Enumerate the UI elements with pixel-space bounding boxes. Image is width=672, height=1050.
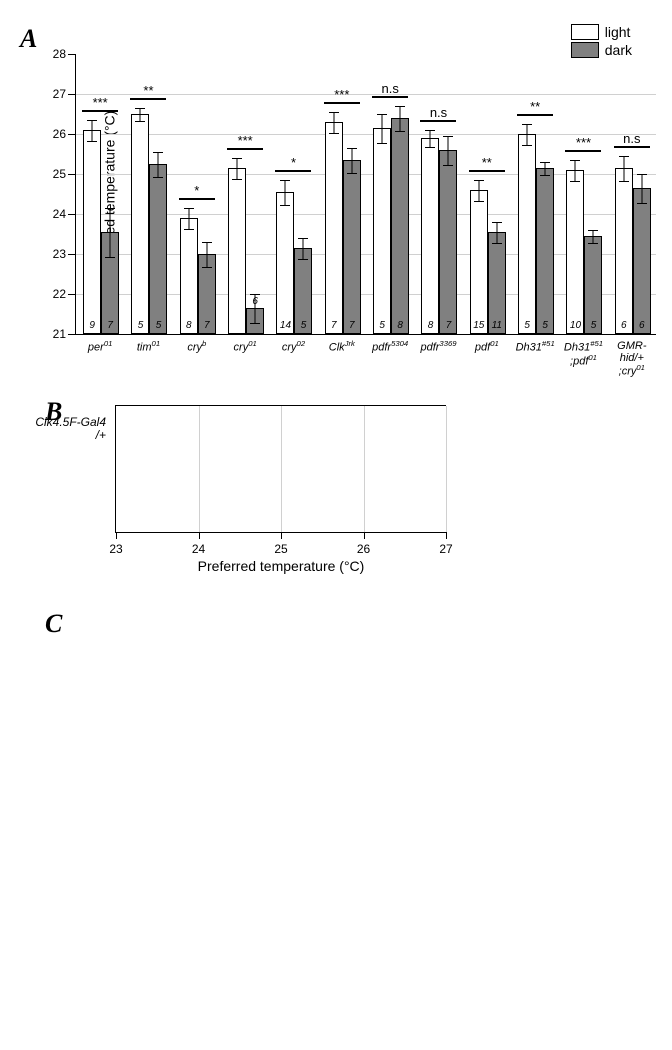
bar-light: 9 (83, 130, 101, 334)
ytick-label: 24 (41, 207, 66, 221)
legend-swatch-light (571, 24, 599, 40)
significance: *** (221, 133, 269, 150)
x-category-label: ClkJrk (318, 334, 366, 354)
significance: *** (318, 87, 366, 104)
significance: n.s (608, 131, 656, 148)
bar-group: Clk4.5F-Gal4/+ (116, 409, 446, 449)
bar-light: 15 (470, 190, 488, 334)
panel-c-label: C (45, 609, 62, 639)
bar-dark: 7 (198, 254, 216, 334)
n-label: 11 (492, 320, 502, 331)
xtick-label: 23 (109, 542, 122, 556)
n-label: 6 (621, 320, 627, 331)
n-label: 8 (428, 320, 434, 331)
n-label: 5 (156, 320, 162, 331)
panel-a: A light dark Preferred temperature (°C) … (20, 24, 652, 375)
bar-light: 5 (373, 128, 391, 334)
bar-light: 5 (518, 134, 536, 334)
n-label: 6 (639, 320, 645, 331)
x-category-label: cryb (173, 334, 221, 354)
xlabel: Preferred temperature (°C) (198, 558, 365, 574)
ytick-label: 23 (41, 247, 66, 261)
x-category-label: pdf01 (463, 334, 511, 354)
ytick-label: 28 (41, 47, 66, 61)
significance: ** (124, 83, 172, 100)
bar-light: 5 (131, 114, 149, 334)
significance: n.s (366, 81, 414, 98)
bar-dark: 7 (343, 160, 361, 334)
bar-light: 6 (615, 168, 633, 334)
bar-light: 10 (566, 170, 584, 334)
ytick-label: 26 (41, 127, 66, 141)
n-label: 7 (331, 320, 337, 331)
xtick-label: 25 (274, 542, 287, 556)
legend-light-label: light (605, 24, 631, 40)
n-label: 5 (591, 320, 597, 331)
panel-b: B 2324252627Preferred temperature (°C)Cl… (115, 405, 652, 581)
x-category-label: pdfr3369 (414, 334, 462, 354)
bar-light: 7 (325, 122, 343, 334)
x-category-label: pdfr5304 (366, 334, 414, 354)
bar-light: 8 (421, 138, 439, 334)
significance: *** (76, 95, 124, 112)
bar-light (228, 168, 246, 334)
bar-light: 14 (276, 192, 294, 334)
bar-dark: 6 (246, 308, 264, 334)
bar-dark: 6 (633, 188, 651, 334)
ytick-label: 27 (41, 87, 66, 101)
n-label: 7 (204, 320, 210, 331)
ytick-label: 22 (41, 287, 66, 301)
x-category-label: cry02 (269, 334, 317, 354)
bar-dark: 5 (149, 164, 167, 334)
bar-dark: 7 (439, 150, 457, 334)
n-label: 5 (301, 320, 307, 331)
bar-dark: 5 (536, 168, 554, 334)
n-label: 7 (349, 320, 355, 331)
ytick-label: 25 (41, 167, 66, 181)
bar-dark: 8 (391, 118, 409, 334)
n-label: 5 (542, 320, 548, 331)
significance: ** (463, 155, 511, 172)
significance: n.s (414, 105, 462, 122)
bar-dark: 5 (584, 236, 602, 334)
x-category-label: cry01 (221, 334, 269, 354)
n-label: 15 (473, 320, 484, 331)
xtick-label: 27 (439, 542, 452, 556)
chart: 2324252627Preferred temperature (°C)Clk4… (115, 405, 446, 533)
bar-dark: 7 (101, 232, 119, 334)
x-category-label: tim01 (124, 334, 172, 354)
xtick-label: 24 (192, 542, 205, 556)
n-label: 5 (379, 320, 385, 331)
legend-light: light (571, 24, 632, 40)
group-label: Clk4.5F-Gal4/+ (35, 416, 116, 442)
ytick-label: 21 (41, 327, 66, 341)
panel-a-label: A (20, 24, 652, 54)
n-label: 7 (446, 320, 452, 331)
n-label: 5 (524, 320, 530, 331)
significance: *** (559, 135, 607, 152)
x-category-label: GMR-hid/+;cry01 (608, 334, 656, 378)
xtick-label: 26 (357, 542, 370, 556)
panel-a-chart: Preferred temperature (°C) 2122232425262… (75, 54, 656, 335)
significance: * (173, 183, 221, 200)
significance: * (269, 155, 317, 172)
x-category-label: per01 (76, 334, 124, 354)
n-label: 8 (186, 320, 192, 331)
n-label: 6 (252, 296, 258, 309)
significance: ** (511, 99, 559, 116)
x-category-label: Dh31#51 (511, 334, 559, 354)
n-label: 10 (570, 320, 581, 331)
bar-dark: 5 (294, 248, 312, 334)
x-category-label: Dh31#51;pdf01 (559, 334, 607, 368)
n-label: 8 (397, 320, 403, 331)
n-label: 9 (89, 320, 95, 331)
n-label: 5 (138, 320, 144, 331)
n-label: 14 (280, 320, 291, 331)
bar-dark: 11 (488, 232, 506, 334)
n-label: 7 (107, 320, 113, 331)
bar-light: 8 (180, 218, 198, 334)
